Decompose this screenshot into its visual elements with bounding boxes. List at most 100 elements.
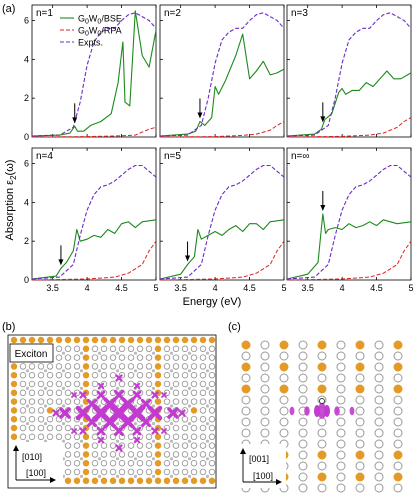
atom-gray (55, 380, 63, 388)
exciton-density-blob (121, 415, 135, 429)
atom-gray (118, 468, 126, 476)
atom-gray (336, 472, 346, 482)
atom-gray (241, 351, 251, 361)
atom-orange (73, 477, 81, 485)
series-line-g0w0-bse (31, 10, 157, 137)
atom-orange (46, 407, 54, 414)
atom-orange (82, 442, 90, 449)
atom-gray (118, 345, 126, 353)
atom-gray (100, 451, 108, 458)
atom-orange (73, 336, 81, 344)
x-tick-label: 4.5 (115, 283, 128, 293)
atom-gray (37, 380, 45, 388)
atom-gray (55, 433, 63, 441)
atom-small (187, 474, 192, 478)
atom-gray (91, 354, 99, 361)
chart-panel-1: 0 2 4 6 n=1 (24, 4, 157, 142)
atom-gray (190, 398, 198, 405)
atom-small (205, 404, 210, 408)
atom-gray (298, 373, 308, 383)
atom-small (115, 351, 120, 355)
atom-small (97, 369, 102, 373)
exciton-lobe (314, 405, 320, 417)
atom-gray (317, 373, 327, 383)
atom-gray (172, 380, 180, 388)
atom-gray (73, 371, 81, 379)
atom-gray (109, 459, 117, 467)
atom-gray (172, 398, 180, 405)
atom-gray (336, 417, 346, 427)
atom-gray (28, 415, 36, 423)
atom-gray (355, 461, 365, 471)
axis-label-100-c: [100] (253, 471, 273, 481)
atom-orange (82, 477, 90, 485)
exciton-density-blob (147, 405, 163, 421)
atom-gray (199, 345, 207, 353)
atom-orange (154, 442, 162, 449)
series-line-g0w0-rpa (31, 240, 157, 281)
atom-gray (298, 351, 308, 361)
atom-small (169, 422, 174, 426)
atom-gray (118, 354, 126, 361)
panel-b-frame (7, 334, 217, 489)
atom-orange (317, 384, 327, 394)
atom-orange (82, 363, 90, 370)
atom-gray (208, 363, 216, 370)
atom-orange (127, 336, 135, 344)
atom-gray (241, 417, 251, 427)
atom-small (205, 457, 210, 461)
exciton-density-blob (113, 389, 125, 401)
atom-gray (181, 415, 189, 423)
atom-gray (181, 451, 189, 458)
atom-gray (118, 363, 126, 370)
atom-gray (374, 483, 384, 493)
atom-orange (10, 415, 18, 423)
atom-orange (154, 371, 162, 379)
chart-frame (159, 4, 285, 138)
atom-gray (172, 389, 180, 397)
atom-orange (100, 336, 108, 344)
atom-gray (163, 459, 171, 467)
exciton-density-blob (79, 391, 87, 399)
exciton-density-blob (115, 444, 123, 452)
atom-orange (154, 380, 162, 388)
atom-gray (163, 451, 171, 458)
atom-gray (145, 380, 153, 388)
atom-gray (91, 451, 99, 458)
atom-gray (100, 442, 108, 449)
atom-gray (55, 345, 63, 353)
atom-gray (199, 389, 207, 397)
atom-orange (82, 433, 90, 441)
atom-orange (393, 362, 403, 372)
atom-gray (127, 433, 135, 441)
atom-gray (136, 371, 144, 379)
atom-gray (190, 415, 198, 423)
atom-small (169, 457, 174, 461)
atom-gray (55, 354, 63, 361)
atom-gray (279, 373, 289, 383)
atom-gray (37, 371, 45, 379)
atom-gray (55, 424, 63, 432)
y-axis-label-tail: (ω) (4, 160, 16, 176)
atom-small (169, 369, 174, 373)
atom-gray (64, 345, 72, 353)
atom-gray (172, 424, 180, 432)
atom-gray (199, 442, 207, 449)
atom-small (133, 351, 138, 355)
atom-gray (127, 451, 135, 458)
atom-orange (82, 354, 90, 361)
atom-gray (355, 417, 365, 427)
y-axis-label-main: Absorption ε (4, 180, 16, 241)
atom-gray (190, 468, 198, 476)
atom-gray (181, 398, 189, 405)
atom-gray (260, 428, 270, 438)
atom-small (151, 474, 156, 478)
atom-gray (109, 363, 117, 370)
atom-orange (118, 336, 126, 344)
exciton-density-blob (140, 398, 152, 410)
atom-gray (28, 380, 36, 388)
atom-small (79, 474, 84, 478)
exciton-density-blob (132, 390, 142, 400)
atom-orange (10, 424, 18, 432)
